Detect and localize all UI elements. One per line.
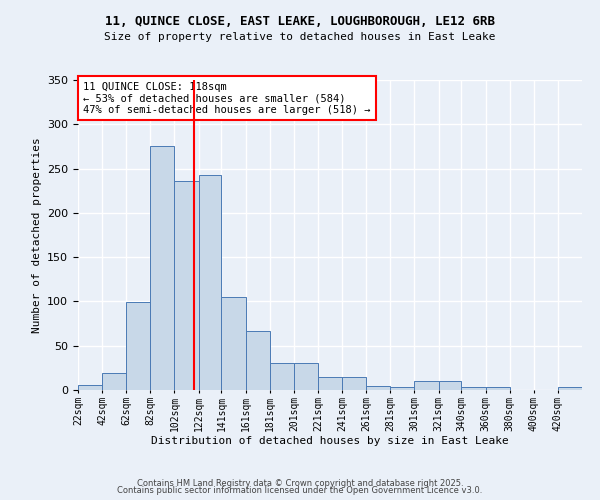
Bar (245, 330, 270, 390)
Bar (199, 175, 221, 390)
Text: 11 QUINCE CLOSE: 118sqm
← 53% of detached houses are smaller (584)
47% of semi-d: 11 QUINCE CLOSE: 118sqm ← 53% of detache… (83, 82, 371, 115)
Y-axis label: Number of detached properties: Number of detached properties (32, 137, 41, 333)
Bar (151, 146, 175, 390)
Bar (294, 364, 318, 390)
Bar (390, 388, 415, 390)
Bar (485, 388, 509, 390)
Bar (318, 376, 342, 390)
Bar (221, 297, 245, 390)
Bar (102, 373, 126, 390)
Bar (126, 302, 151, 390)
Text: Contains public sector information licensed under the Open Government Licence v3: Contains public sector information licen… (118, 486, 482, 495)
Bar (270, 364, 294, 390)
Bar (175, 181, 199, 390)
Bar (415, 381, 439, 390)
Text: 11, QUINCE CLOSE, EAST LEAKE, LOUGHBOROUGH, LE12 6RB: 11, QUINCE CLOSE, EAST LEAKE, LOUGHBOROU… (105, 15, 495, 28)
Text: Contains HM Land Registry data © Crown copyright and database right 2025.: Contains HM Land Registry data © Crown c… (137, 478, 463, 488)
X-axis label: Distribution of detached houses by size in East Leake: Distribution of detached houses by size … (151, 436, 509, 446)
Text: Size of property relative to detached houses in East Leake: Size of property relative to detached ho… (104, 32, 496, 42)
Bar (78, 384, 102, 390)
Bar (366, 386, 390, 390)
Bar (439, 381, 461, 390)
Bar (461, 388, 485, 390)
Bar (342, 376, 366, 390)
Bar (558, 388, 582, 390)
